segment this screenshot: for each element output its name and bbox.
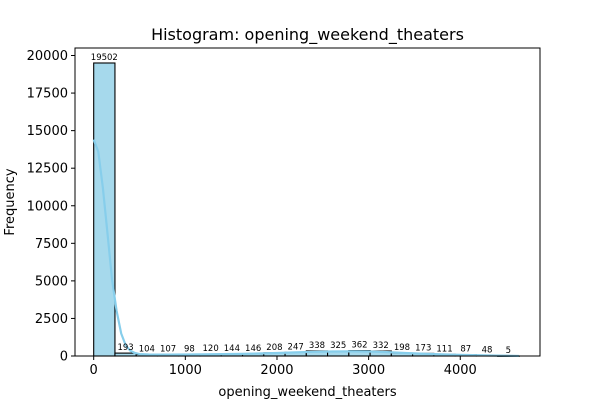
plot-frame (74, 47, 541, 357)
y-axis-label: Frequency (3, 168, 18, 235)
bar-data-label: 48 (482, 345, 493, 355)
y-tick-label: 20000 (27, 49, 68, 64)
x-tick-label: 0 (90, 363, 98, 378)
kde-line (92, 139, 519, 358)
y-tick-label: 12500 (27, 162, 68, 177)
y-tick-label: 10000 (27, 199, 68, 214)
bar-data-label: 104 (139, 344, 155, 354)
bar-data-label: 325 (330, 341, 346, 351)
chart-title: Histogram: opening_weekend_theaters (151, 25, 464, 45)
y-tick-label: 17500 (27, 87, 68, 102)
bar-data-label: 5 (506, 346, 511, 356)
y-tick-label: 7500 (35, 237, 68, 252)
bar-data-label: 98 (184, 345, 195, 355)
bar-data-label: 338 (309, 341, 325, 351)
bar-data-label: 332 (373, 341, 389, 351)
x-tick-label: 3000 (352, 363, 385, 378)
y-tick-label: 5000 (35, 274, 68, 289)
y-tick-label: 0 (60, 350, 68, 365)
x-tick-label: 2000 (260, 363, 293, 378)
bar-data-label: 107 (160, 344, 176, 354)
bar-data-label: 111 (436, 344, 452, 354)
plot-area: 19502 193 104 107 98 120 144 146 208 247 338 325 362… (27, 47, 541, 378)
x-tick-label: 4000 (444, 363, 477, 378)
bar-data-label: 247 (288, 342, 304, 352)
bar-data-label: 19502 (91, 53, 118, 63)
x-tick-label: 1000 (169, 363, 202, 378)
y-tick-label: 2500 (35, 312, 68, 327)
bar-data-label: 362 (351, 341, 367, 351)
bar-data-label: 87 (460, 345, 471, 355)
bar-data-label: 144 (224, 344, 240, 354)
bar-data-label: 208 (266, 343, 282, 353)
bar-data-label: 173 (415, 343, 431, 353)
bar-data-label: 146 (245, 344, 261, 354)
x-axis-label: opening_weekend_theaters (218, 385, 396, 400)
bar-data-label: 198 (394, 343, 410, 353)
bar-data-label: 120 (203, 344, 219, 354)
y-tick-label: 15000 (27, 124, 68, 139)
bar-data-label: 193 (117, 343, 133, 353)
